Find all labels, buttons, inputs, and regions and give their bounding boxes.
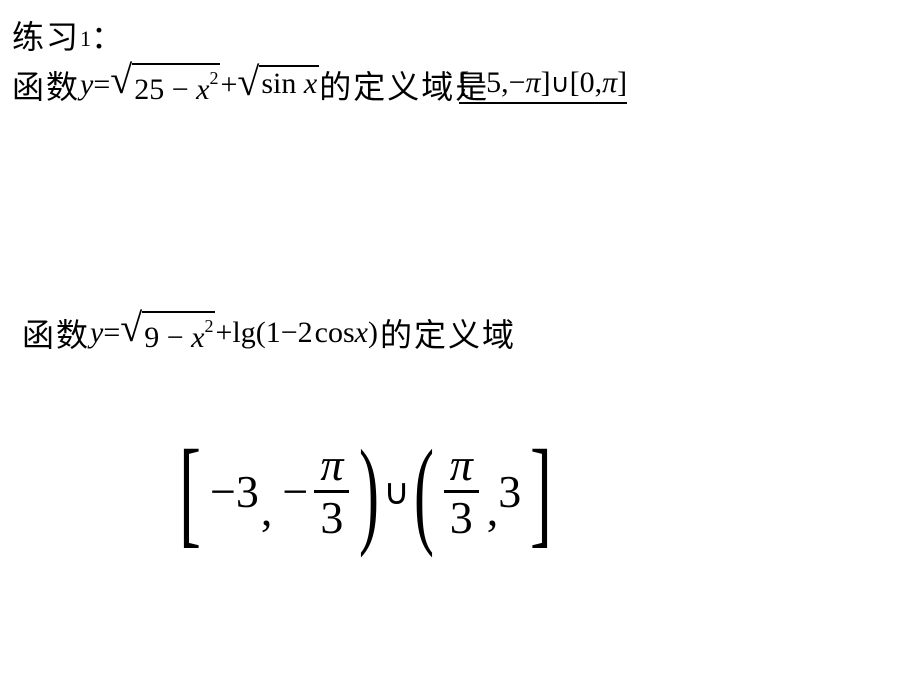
prob1-eq: = xyxy=(93,68,110,102)
ans1-r1: [0, xyxy=(570,66,603,100)
ans2-pos3: 3 xyxy=(498,465,521,518)
prob2-suffix: 的定义域 xyxy=(380,310,516,356)
problem-2-answer: [ −3 , − π 3 ) ∪ ( π 3 , 3 ] xyxy=(170,440,561,543)
prob1-answer: [− 5,− π ] ∪ [0, π ] xyxy=(459,66,627,104)
prob1-sqrt2: √ sin x xyxy=(237,65,319,105)
heading-text: 练习 xyxy=(12,12,80,58)
sqrt-exp: 2 xyxy=(204,316,213,336)
sqrt-minus: − xyxy=(159,321,191,354)
heading-colon: ： xyxy=(91,12,125,58)
ans2-comma2: , xyxy=(487,483,499,536)
frac1-num: π xyxy=(314,440,349,490)
ans1-pi2: π xyxy=(602,66,617,100)
prob2-minus: − xyxy=(281,316,298,350)
sqrt-x: x xyxy=(191,321,204,354)
prob1-prefix: 函数 xyxy=(12,62,80,108)
prob2-sqrt: √ 9 − x2 xyxy=(120,311,215,355)
ans2-neg: − xyxy=(282,465,308,518)
sqrt2-x: x xyxy=(296,67,317,100)
prob2-1: 1 xyxy=(266,316,281,350)
ans2-frac1: π 3 xyxy=(314,440,349,543)
prob2-eq: = xyxy=(103,316,120,350)
ans2-lparen: ( xyxy=(414,442,434,542)
sqrt1-minus: − xyxy=(164,73,196,106)
prob1-sqrt1: √ 25 − x2 xyxy=(110,63,220,107)
frac2-den: 3 xyxy=(444,490,479,543)
prob2-rp: ) xyxy=(368,316,378,350)
prob1-y: y xyxy=(80,68,93,102)
ans2-cup: ∪ xyxy=(383,471,409,513)
problem-2: 函数 y = √ 9 − x2 + lg ( 1 − 2 cos x ) 的定义… xyxy=(22,310,516,356)
ans1-pi1: π xyxy=(526,66,541,100)
frac1-den: 3 xyxy=(314,490,349,543)
ans2-rbrack: ] xyxy=(530,442,552,542)
prob2-lg: lg xyxy=(232,316,255,350)
ans1-lbrack: [− xyxy=(459,66,486,100)
heading-number: 1 xyxy=(80,26,91,52)
ans2-neg3: −3 xyxy=(210,465,259,518)
exercise-heading: 练习1： xyxy=(12,12,125,58)
sqrt-9: 9 xyxy=(144,321,159,354)
ans2-comma1: , xyxy=(261,483,275,536)
ans1-mid: ] xyxy=(541,66,551,100)
prob2-2: 2 xyxy=(298,316,313,350)
ans2-frac2: π 3 xyxy=(444,440,479,543)
sqrt2-sin: sin xyxy=(261,67,296,100)
prob2-lp: ( xyxy=(256,316,266,350)
sqrt1-25: 25 xyxy=(134,73,164,106)
prob2-plus: + xyxy=(215,316,232,350)
ans1-r2: ] xyxy=(617,66,627,100)
sqrt1-x: x xyxy=(196,73,209,106)
ans1-a: 5,− xyxy=(486,66,525,100)
sqrt1-exp: 2 xyxy=(209,68,218,88)
prob2-prefix: 函数 xyxy=(22,310,90,356)
frac2-num: π xyxy=(444,440,479,490)
ans2-lbrack: [ xyxy=(179,442,201,542)
prob2-y: y xyxy=(90,316,103,350)
prob2-x2: x xyxy=(355,316,368,350)
prob1-plus: + xyxy=(220,68,237,102)
problem-1: 函数 y = √ 25 − x2 + √ sin x 的定义域是 [− 5,− … xyxy=(12,62,627,108)
ans2-rparen: ) xyxy=(359,442,379,542)
prob2-cos: cos xyxy=(315,316,355,350)
ans1-cup: ∪ xyxy=(551,69,570,99)
